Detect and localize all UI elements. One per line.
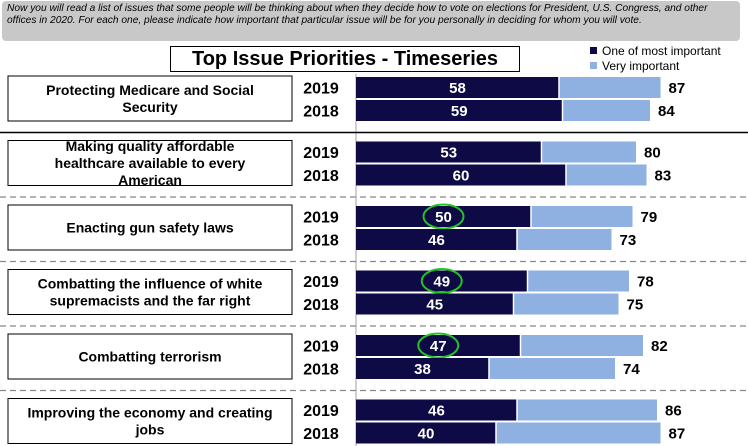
data-label-most-important: 47 <box>430 338 447 355</box>
data-label-very-important: 83 <box>655 168 672 185</box>
data-label-very-important: 82 <box>651 338 668 355</box>
bar-most-important <box>356 335 521 356</box>
data-label-most-important: 59 <box>451 103 468 120</box>
legend-swatch-very-important <box>590 62 597 69</box>
legend-item-most-important: One of most important <box>590 43 721 58</box>
data-label-most-important: 53 <box>440 145 457 162</box>
year-label: 2019 <box>303 403 339 420</box>
year-label: 2019 <box>303 145 339 162</box>
data-label-most-important: 46 <box>428 403 445 420</box>
data-label-most-important: 40 <box>418 426 435 443</box>
data-label-most-important: 46 <box>428 232 445 249</box>
year-label: 2018 <box>303 168 339 185</box>
legend-label-very-important: Very important <box>602 58 680 73</box>
issue-label: Enacting gun safety laws <box>66 220 233 236</box>
bar-most-important <box>356 141 542 163</box>
year-label: 2018 <box>303 297 339 314</box>
year-label: 2019 <box>303 81 339 98</box>
data-label-very-important: 73 <box>620 232 637 249</box>
issue-label-box <box>7 333 293 380</box>
bar-most-important <box>356 206 531 227</box>
bar-most-important <box>356 358 489 379</box>
data-label-very-important: 80 <box>644 145 661 162</box>
data-label-very-important: 86 <box>665 403 682 420</box>
issue-label-box <box>7 75 293 122</box>
bar-most-important <box>356 293 514 315</box>
bar-most-important <box>356 229 517 250</box>
year-label: 2019 <box>303 339 339 356</box>
legend-swatch-most-important <box>590 47 597 54</box>
bar-most-important <box>356 270 528 292</box>
legend-label-most-important: One of most important <box>602 43 721 58</box>
data-label-most-important: 45 <box>426 297 443 314</box>
issue-label-box <box>7 398 293 444</box>
issue-label: Improving the economy and creating jobs <box>27 405 272 438</box>
data-label-most-important: 38 <box>414 361 431 378</box>
data-label-very-important: 75 <box>627 297 644 314</box>
issue-label-box <box>7 140 293 186</box>
chart-legend: One of most important Very important <box>590 43 721 73</box>
data-label-most-important: 49 <box>433 274 450 291</box>
data-label-most-important: 58 <box>449 80 466 97</box>
issue-label: Making quality affordable healthcare avai… <box>55 138 246 188</box>
chart-title: Top Issue Priorities - Timeseries <box>170 46 520 72</box>
bar-most-important <box>356 422 496 444</box>
issue-label-box <box>7 204 293 251</box>
year-label: 2018 <box>303 362 339 379</box>
year-label: 2019 <box>303 274 339 291</box>
issue-label: Combatting the influence of white suprema… <box>38 276 263 309</box>
data-label-very-important: 74 <box>623 361 640 378</box>
bar-most-important <box>356 399 517 421</box>
issue-label-box <box>7 269 293 315</box>
issue-label: Combatting terrorism <box>78 349 221 365</box>
data-label-very-important: 84 <box>658 103 675 120</box>
data-label-very-important: 78 <box>637 274 654 291</box>
year-label: 2018 <box>303 104 339 121</box>
data-label-most-important: 50 <box>435 209 452 226</box>
data-label-very-important: 87 <box>669 426 686 443</box>
data-label-very-important: 79 <box>641 209 658 226</box>
year-label: 2018 <box>303 233 339 250</box>
issue-label: Protecting Medicare and Social Security <box>46 82 254 115</box>
year-label: 2018 <box>303 426 339 443</box>
bar-most-important <box>356 100 563 121</box>
bar-most-important <box>356 77 559 98</box>
highlight-circle <box>420 268 463 294</box>
legend-item-very-important: Very important <box>590 58 721 73</box>
highlight-circle <box>417 332 460 359</box>
bar-most-important <box>356 164 566 186</box>
year-label: 2019 <box>303 210 339 227</box>
survey-question-text: Now you will read a list of issues that … <box>2 1 740 41</box>
data-label-most-important: 60 <box>453 168 470 185</box>
data-label-very-important: 87 <box>669 80 686 97</box>
highlight-circle <box>422 203 465 230</box>
